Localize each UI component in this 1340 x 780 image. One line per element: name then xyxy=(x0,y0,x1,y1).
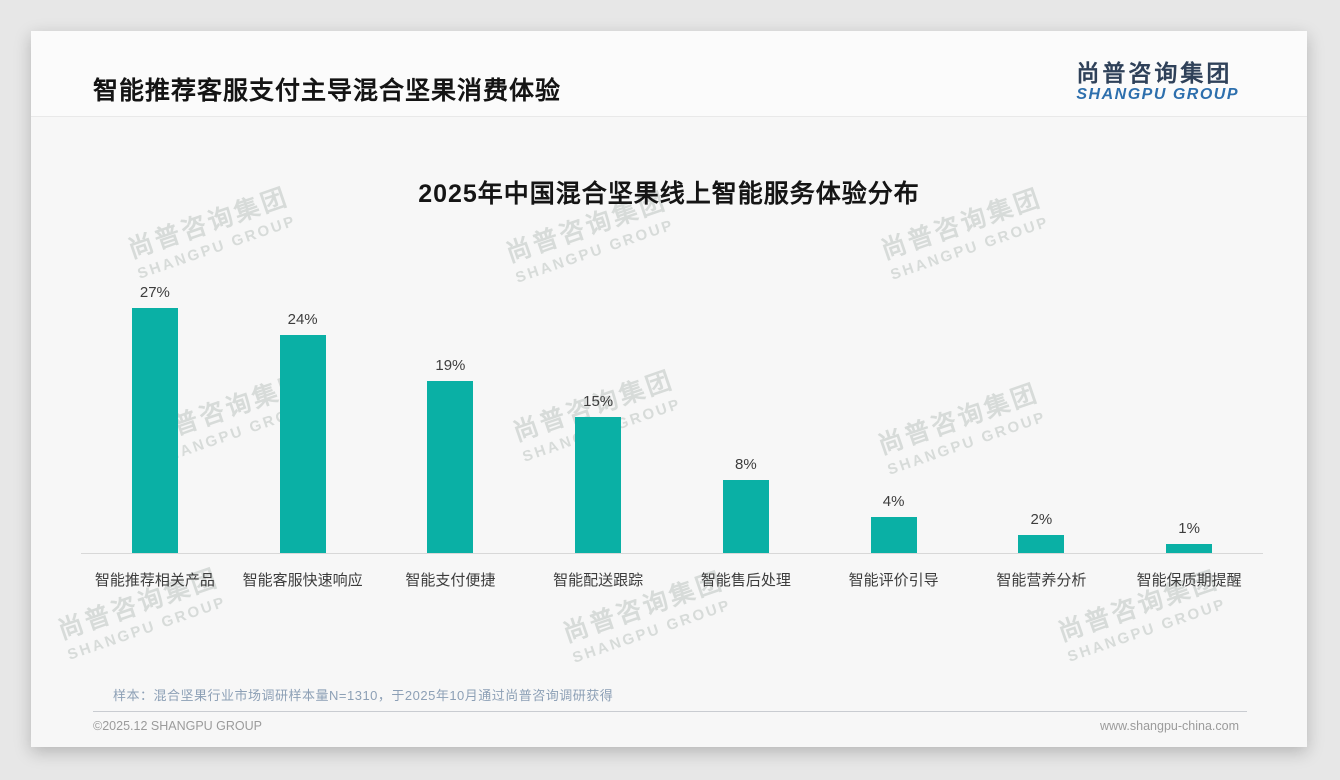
chart-area: 尚普咨询集团 SHANGPU GROUP 尚普咨询集团 SHANGPU GROUP 尚普… xyxy=(31,118,1307,747)
category-label: 智能评价引导 xyxy=(848,572,939,589)
slide-card: 智能推荐客服支付主导混合坚果消费体验 尚普咨询集团 SHANGPU GROUP … xyxy=(31,31,1307,747)
bar xyxy=(1166,544,1213,553)
logo-chinese-name: 尚普咨询集团 xyxy=(1076,60,1233,87)
bar-plot: 27% 24% 19% 15% 8% 4% 2% 1% xyxy=(81,118,1263,553)
bar-value-label: 2% xyxy=(1030,511,1053,528)
bar xyxy=(575,417,622,553)
slide-header: 智能推荐客服支付主导混合坚果消费体验 尚普咨询集团 SHANGPU GROUP xyxy=(31,31,1307,117)
bar-value-label: 15% xyxy=(583,393,614,410)
category-label: 智能营养分析 xyxy=(996,572,1087,589)
bar-value-label: 19% xyxy=(435,357,466,374)
bar xyxy=(870,517,917,553)
x-axis-line xyxy=(81,553,1263,554)
bar-value-label: 27% xyxy=(139,284,170,301)
category-label: 智能售后处理 xyxy=(700,572,791,589)
page-title: 智能推荐客服支付主导混合坚果消费体验 xyxy=(93,77,562,106)
bar-value-label: 4% xyxy=(882,493,905,510)
bar xyxy=(722,480,769,553)
logo-english-name: SHANGPU GROUP xyxy=(1076,86,1239,104)
category-label: 智能推荐相关产品 xyxy=(94,572,215,589)
bar xyxy=(427,381,474,553)
chart-title: 2025年中国混合坚果线上智能服务体验分布 xyxy=(418,180,920,208)
footer-copyright: ©2025.12 SHANGPU GROUP xyxy=(93,719,262,733)
company-logo: 尚普咨询集团 SHANGPU GROUP xyxy=(1076,61,1239,106)
footer-website: www.shangpu-china.com xyxy=(1100,719,1239,733)
bar xyxy=(279,335,326,553)
category-label: 智能支付便捷 xyxy=(405,572,496,589)
bar xyxy=(1018,535,1065,553)
category-label: 智能配送跟踪 xyxy=(553,572,644,589)
sample-footnote: 样本：混合坚果行业市场调研样本量N=1310，于2025年10月通过尚普咨询调研… xyxy=(113,688,614,703)
bar xyxy=(131,308,178,553)
bar-value-label: 1% xyxy=(1178,520,1200,537)
category-label: 智能保质期提醒 xyxy=(1136,572,1242,589)
bar-value-label: 24% xyxy=(287,311,318,328)
footer-divider xyxy=(93,711,1247,712)
category-label: 智能客服快速响应 xyxy=(242,572,363,589)
bar-value-label: 8% xyxy=(735,456,757,473)
